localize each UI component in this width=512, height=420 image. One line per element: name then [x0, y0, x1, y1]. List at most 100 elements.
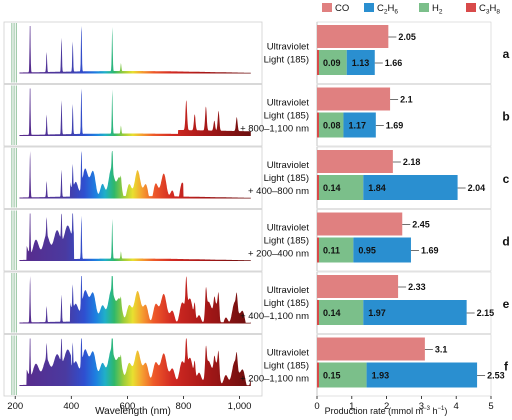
spectrum-curve — [19, 338, 251, 386]
bar-c2h6 — [363, 175, 458, 200]
bar-c2h6 — [346, 50, 375, 75]
condition-label-line: + 400–1,100 nm — [240, 311, 309, 322]
bar-h2 — [319, 175, 364, 200]
bar-c2h6 — [343, 112, 376, 138]
panel-letter-f: f — [504, 359, 509, 373]
bar-total-value: 2.04 — [468, 183, 486, 193]
bar-co — [317, 212, 403, 236]
legend-swatch-c3h8 — [466, 3, 476, 12]
bar-h2-value: 0.15 — [323, 371, 341, 381]
bar-total-value: 2.53 — [487, 371, 505, 381]
bar-h2 — [319, 300, 364, 325]
bar-x-tick-label: 2 — [384, 401, 389, 412]
spectrum-curve — [19, 276, 251, 324]
condition-label-line: Light (185) — [264, 360, 309, 371]
bar-co-value: 2.1 — [400, 95, 413, 105]
spectrum-frame — [3, 334, 263, 397]
bar-co — [317, 87, 391, 111]
condition-label-line: + 800–1,100 nm — [240, 123, 309, 134]
legend-swatch-h2 — [419, 3, 429, 12]
bar-h2-value: 0.08 — [323, 121, 341, 131]
bar-x-axis-label-sup1: −3 — [423, 406, 431, 412]
bar-h2-value: 0.14 — [323, 308, 341, 318]
condition-labels: Ultraviolet Light (185) Ultraviolet Light (… — [240, 41, 309, 384]
legend-label-c2h6: C2H6 — [377, 3, 398, 16]
bar-panels: 2.05 0.09 1.13 1.66 2.1 0.08 1.17 1.69 2.18 0.14 1… — [316, 21, 505, 397]
legend-label-c3h8: C3H8 — [479, 3, 500, 16]
panel-letter-a: a — [503, 47, 510, 61]
panel-letters: a b c d e f — [502, 47, 509, 374]
bar-x-tick-label: 3 — [419, 401, 424, 412]
bar-co-value: 2.05 — [398, 32, 416, 42]
spectrum-curve — [19, 88, 251, 136]
spectrum-x-axis: 200 400 600 800 1,000 — [7, 396, 251, 412]
legend-label-co: CO — [335, 3, 349, 14]
bar-c3h8 — [317, 300, 319, 325]
bar-c3h8 — [317, 362, 319, 388]
bar-co-value: 3.1 — [435, 345, 448, 355]
bar-x-axis-label-end: ) — [444, 406, 447, 416]
bar-x-axis-label-mid: h — [430, 406, 438, 416]
spectrum-curve — [19, 26, 251, 74]
bar-co-value: 2.33 — [408, 282, 426, 292]
bar-h2-value: 0.09 — [323, 58, 341, 68]
spectrum-x-tick-label: 200 — [7, 401, 23, 412]
bar-x-axis-label-sup2: −1 — [438, 406, 446, 412]
bar-h2-value: 0.14 — [323, 183, 341, 193]
bar-c2h6-value: 1.84 — [368, 183, 386, 193]
spectrum-curve — [19, 151, 251, 199]
bar-total-value: 1.69 — [386, 121, 404, 131]
legend-swatch-co — [322, 3, 332, 12]
bar-c2h6 — [366, 362, 478, 388]
condition-label-line: Ultraviolet — [267, 97, 310, 108]
spectrum-x-tick-label: 1,000 — [228, 401, 252, 412]
spectrum-frame — [3, 21, 263, 84]
bar-co — [317, 337, 425, 361]
bar-c2h6-value: 1.97 — [368, 308, 386, 318]
bar-x-axis-label-main: Production rate (mmol m — [325, 406, 424, 416]
bar-co-value: 2.45 — [412, 220, 430, 230]
bar-c3h8 — [317, 237, 319, 263]
spectrum-frame — [3, 146, 263, 209]
bar-c2h6 — [353, 237, 411, 263]
bar-x-axis: 0 1 2 3 4 5 — [314, 396, 494, 412]
bar-h2 — [319, 50, 347, 75]
spectrum-frame — [3, 209, 263, 272]
spectrum-frame — [3, 84, 263, 147]
bar-h2 — [319, 362, 367, 388]
spectrum-panels — [3, 21, 263, 397]
bar-c2h6 — [363, 300, 467, 325]
condition-label-line: Ultraviolet — [267, 160, 310, 171]
legend-swatch-c2h6 — [364, 3, 374, 12]
condition-label-line: Ultraviolet — [267, 41, 310, 52]
condition-label-line: Light (185) — [264, 298, 309, 309]
bar-total-value: 1.66 — [385, 58, 403, 68]
bar-h2 — [319, 112, 344, 138]
bar-c3h8 — [317, 175, 319, 200]
condition-label-line: Light (185) — [264, 173, 309, 184]
bar-c3h8 — [317, 112, 319, 138]
bar-x-tick-label: 4 — [454, 401, 459, 412]
panel-letter-e: e — [503, 297, 510, 311]
bar-c2h6-value: 1.93 — [372, 371, 390, 381]
spectrum-x-axis-label: Wavelength (nm) — [95, 406, 171, 417]
bar-total-value: 2.15 — [477, 308, 495, 318]
bar-h2-value: 0.11 — [323, 246, 340, 256]
bar-x-tick-label: 5 — [488, 401, 493, 412]
condition-label-line: + 200–400 nm — [248, 248, 309, 259]
bar-co — [317, 275, 399, 298]
condition-label-line: Ultraviolet — [267, 285, 310, 296]
condition-label-line: Light (185) — [264, 110, 309, 121]
bar-x-tick-label: 1 — [349, 401, 354, 412]
spectrum-x-tick-label: 400 — [63, 401, 79, 412]
bar-h2 — [319, 237, 354, 263]
bar-co — [317, 25, 389, 48]
panel-letter-d: d — [502, 234, 509, 248]
condition-label-line: + 400–800 nm — [248, 186, 309, 197]
condition-label-line: Ultraviolet — [267, 347, 310, 358]
bar-x-axis-label: Production rate (mmol m−3 h−1) — [325, 406, 448, 416]
bar-total-value: 1.69 — [421, 246, 439, 256]
condition-label-line: Light (185) — [264, 235, 309, 246]
condition-label-line: Ultraviolet — [267, 222, 310, 233]
